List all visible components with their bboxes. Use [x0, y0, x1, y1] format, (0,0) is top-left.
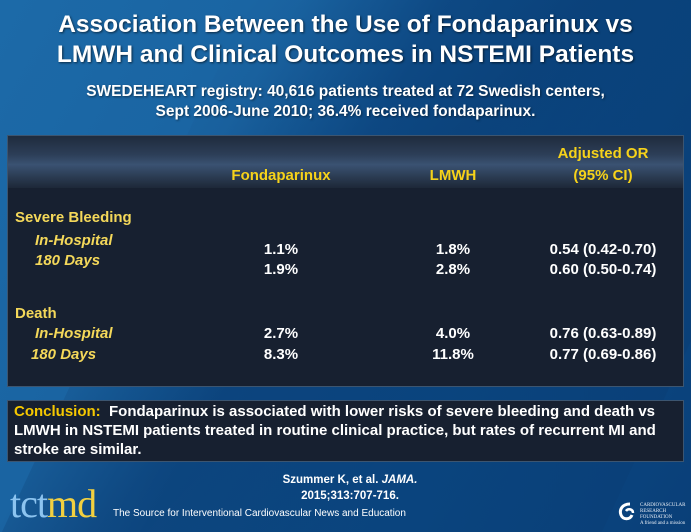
table-cell: 0.60 (0.50-0.74)	[549, 261, 657, 278]
conclusion-box: Conclusion: Fondaparinux is associated w…	[7, 400, 684, 462]
table-cell: 2.8%	[435, 261, 471, 278]
table-cell: 0.77 (0.69-0.86)	[549, 346, 657, 363]
slide-title: Association Between the Use of Fondapari…	[0, 10, 691, 70]
citation-authors: Szummer K, et al.	[282, 474, 379, 486]
conclusion-text: Fondaparinux is associated with lower ri…	[14, 403, 656, 458]
crf-logo: CARDIOVASCULAR RESEARCH FOUNDATION A fri…	[618, 500, 688, 530]
row-label: 180 Days	[31, 346, 97, 363]
table-cell: 11.8%	[432, 346, 474, 363]
table-cell: 1.8%	[435, 241, 471, 258]
group-label-severe-bleeding: Severe Bleeding	[15, 209, 132, 226]
row-label: In-Hospital	[35, 325, 113, 342]
table-header-band	[8, 136, 683, 188]
row-label: 180 Days	[35, 252, 101, 269]
table-cell: 1.9%	[263, 261, 299, 278]
header-fondaparinux: Fondaparinux	[231, 167, 331, 184]
tctmd-logo: tctmd	[10, 481, 97, 526]
citation-volume: 2015;313:707-716.	[301, 490, 399, 502]
header-or-line-1: Adjusted OR	[557, 145, 649, 162]
table-cell: 4.0%	[435, 325, 471, 342]
subtitle-line-1: SWEDEHEART registry: 40,616 patients tre…	[86, 83, 605, 100]
table-cell: 0.54 (0.42-0.70)	[549, 241, 657, 258]
header-or-line-2: (95% CI)	[573, 167, 633, 184]
title-line-2: LMWH and Clinical Outcomes in NSTEMI Pat…	[56, 41, 635, 68]
crf-text: CARDIOVASCULAR RESEARCH FOUNDATION A fri…	[640, 503, 686, 526]
table-cell: 1.1%	[263, 241, 299, 258]
conclusion-label: Conclusion:	[14, 403, 101, 420]
slide-subtitle: SWEDEHEART registry: 40,616 patients tre…	[0, 82, 691, 122]
crf-mark-icon	[618, 502, 635, 521]
table-cell: 2.7%	[263, 325, 299, 342]
row-label: In-Hospital	[35, 232, 113, 249]
citation: Szummer K, et al. JAMA. 2015;313:707-716…	[250, 472, 450, 504]
group-label-death: Death	[15, 305, 57, 322]
citation-journal: JAMA.	[381, 474, 418, 486]
title-line-1: Association Between the Use of Fondapari…	[58, 11, 633, 38]
table-cell: 0.76 (0.63-0.89)	[549, 325, 657, 342]
tctmd-tagline: The Source for Interventional Cardiovasc…	[113, 508, 406, 519]
results-table: Fondaparinux LMWH Adjusted OR (95% CI) S…	[7, 135, 684, 387]
table-cell: 8.3%	[263, 346, 299, 363]
header-lmwh: LMWH	[429, 167, 477, 184]
subtitle-line-2: Sept 2006-June 2010; 36.4% received fond…	[155, 103, 536, 120]
